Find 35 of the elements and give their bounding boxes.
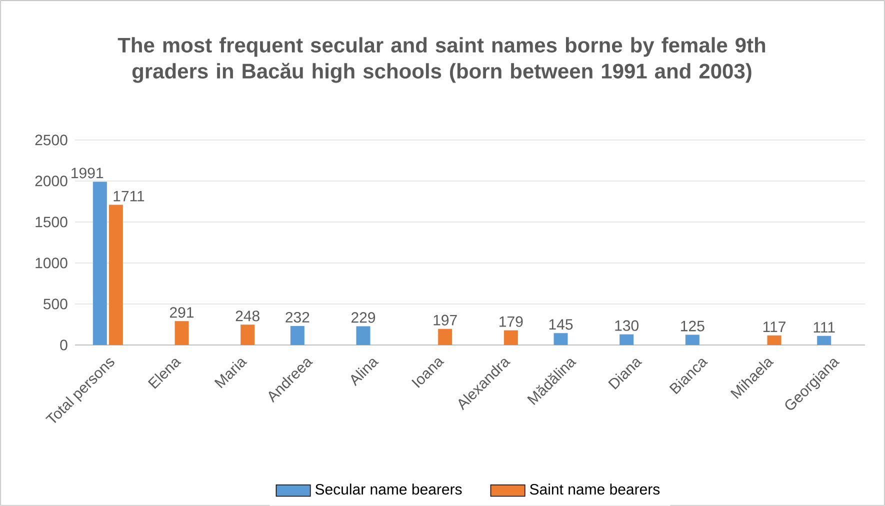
bar <box>554 333 568 345</box>
y-tick-label: 0 <box>60 340 68 350</box>
legend-label: Saint name bearers <box>530 484 660 495</box>
bar <box>108 204 123 345</box>
data-label: 197 <box>434 314 457 326</box>
bar <box>174 321 189 345</box>
bar <box>438 328 452 345</box>
bar <box>620 334 634 345</box>
data-label: 291 <box>170 307 194 318</box>
bar <box>240 324 255 345</box>
data-label: 125 <box>681 320 704 332</box>
data-label: 229 <box>351 312 376 323</box>
bar <box>356 326 370 345</box>
y-tick-label: 500 <box>44 298 68 310</box>
data-label: 1991 <box>72 168 104 178</box>
data-label: 111 <box>814 322 835 332</box>
data-label: 130 <box>615 320 638 331</box>
bar <box>290 326 304 345</box>
bar <box>504 330 518 345</box>
y-tick-label: 2500 <box>35 134 68 146</box>
data-label: 179 <box>500 316 523 327</box>
data-label: 1711 <box>114 190 144 202</box>
data-label: 232 <box>286 312 310 323</box>
bar <box>92 182 107 345</box>
legend-label: Secular name bearers <box>315 484 462 495</box>
data-label: 145 <box>549 319 573 330</box>
y-tick-label: 1500 <box>36 216 68 228</box>
y-tick-label: 1000 <box>36 258 68 268</box>
bar <box>817 336 832 345</box>
y-tick-label: 2000 <box>35 176 68 186</box>
data-label: 248 <box>236 310 260 322</box>
data-label: 117 <box>763 322 786 332</box>
chart-title: The most frequent secular and saint names borne by female 9th graders in Bacău high schools (born between 1991 and 2003) <box>118 37 766 83</box>
bar <box>767 335 782 345</box>
bar <box>685 334 700 345</box>
